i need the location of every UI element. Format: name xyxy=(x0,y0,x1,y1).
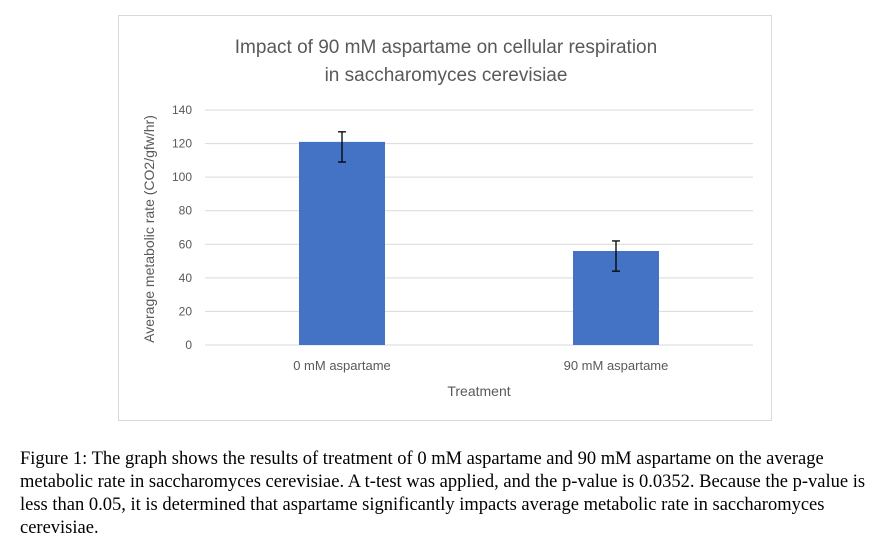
x-axis-title: Treatment xyxy=(447,383,510,399)
bar xyxy=(299,141,385,345)
y-tick-label: 100 xyxy=(172,170,192,184)
y-tick-label: 120 xyxy=(172,137,192,151)
chart-title: Impact of 90 mM aspartame on cellular re… xyxy=(235,37,657,86)
y-tick-label: 40 xyxy=(179,271,193,285)
figure-caption: Figure 1: The graph shows the results of… xyxy=(20,449,866,538)
y-axis-title: Average metabolic rate (CO2/gfw/hr) xyxy=(141,115,157,343)
y-tick-label: 80 xyxy=(179,204,193,218)
x-axis-category-labels: 0 mM aspartame 90 mM aspartame xyxy=(293,358,668,373)
gridlines xyxy=(205,109,753,346)
y-tick-label: 140 xyxy=(172,103,192,117)
x-category-label: 90 mM aspartame xyxy=(564,358,669,373)
error-bar xyxy=(612,240,620,272)
chart-area: Impact of 90 mM aspartame on cellular re… xyxy=(118,15,772,421)
error-bars xyxy=(338,131,620,272)
chart-title-line-2: in saccharomyces cerevisiae xyxy=(325,65,568,86)
y-tick-label: 20 xyxy=(179,304,193,318)
x-category-label: 0 mM aspartame xyxy=(293,358,391,373)
chart-title-line-1: Impact of 90 mM aspartame on cellular re… xyxy=(235,37,657,58)
y-axis-tick-labels: 0 20 40 60 80 100 120 140 xyxy=(172,103,192,352)
bars xyxy=(299,141,659,345)
bar-chart: Impact of 90 mM aspartame on cellular re… xyxy=(141,37,753,399)
y-tick-label: 0 xyxy=(185,338,192,352)
error-bar xyxy=(338,131,346,163)
y-tick-label: 60 xyxy=(179,237,193,251)
